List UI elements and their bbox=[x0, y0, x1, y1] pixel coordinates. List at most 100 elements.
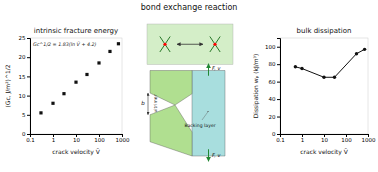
tick-label: 0 bbox=[272, 131, 276, 137]
tick-label: 10 bbox=[73, 137, 80, 143]
tick: 1 bbox=[52, 134, 56, 143]
tick-label: 10 bbox=[321, 137, 328, 143]
point bbox=[39, 111, 42, 114]
tick-mark bbox=[27, 96, 30, 97]
point bbox=[355, 52, 358, 55]
tick: 1 bbox=[301, 134, 305, 143]
arrow bbox=[148, 93, 149, 115]
tick-label: 100 bbox=[341, 137, 352, 143]
tick: 15 bbox=[19, 74, 31, 80]
data-area bbox=[39, 42, 120, 114]
tick-mark bbox=[277, 47, 280, 48]
tick-mark bbox=[277, 64, 280, 65]
reaction-box bbox=[147, 24, 233, 65]
tick: 20 bbox=[19, 54, 31, 60]
point bbox=[322, 76, 325, 79]
tick-mark bbox=[27, 57, 30, 58]
tick-label: 0.1 bbox=[276, 137, 285, 143]
tick-mark bbox=[27, 134, 30, 135]
tick: 0.1 bbox=[26, 134, 35, 143]
x-axis-title: crack velocity V̄ bbox=[52, 148, 100, 156]
tick-mark bbox=[27, 38, 30, 39]
y-axis: 0 5 10 15 20 25 bbox=[19, 35, 31, 137]
tick-label: 20 bbox=[19, 54, 26, 60]
schematic: bond exchange reactionF, vF, vbvitrimerB… bbox=[141, 3, 238, 161]
tick-label: 100 bbox=[265, 44, 276, 50]
tick-label: 15 bbox=[19, 74, 26, 80]
tick: 100 bbox=[94, 134, 105, 143]
tick: 0 bbox=[22, 131, 30, 137]
tick-mark bbox=[277, 82, 280, 83]
arrow bbox=[177, 44, 203, 45]
panel: 0.1 1 10 100 1000 0 20 40 60 80 100 bulk dissipatio… bbox=[252, 27, 376, 156]
molecule-center bbox=[213, 43, 216, 46]
point bbox=[62, 92, 65, 95]
data-area bbox=[294, 48, 367, 79]
plot-frame bbox=[30, 38, 122, 134]
tick: 100 bbox=[341, 134, 352, 143]
annotation: F, v bbox=[212, 65, 221, 71]
tick: 20 bbox=[269, 114, 281, 120]
point bbox=[108, 50, 111, 53]
tick-mark bbox=[277, 117, 280, 118]
axis-line bbox=[277, 39, 281, 135]
annotation: b bbox=[141, 100, 145, 106]
tick-label: 0 bbox=[22, 131, 26, 137]
tick-label: 40 bbox=[269, 96, 276, 102]
tick-mark bbox=[277, 134, 280, 135]
tick-label: 60 bbox=[269, 79, 276, 85]
tick: 0.1 bbox=[276, 134, 285, 143]
tick-mark bbox=[27, 76, 30, 77]
tick-label: 5 bbox=[22, 112, 26, 118]
point bbox=[51, 102, 54, 105]
tick-label: 100 bbox=[94, 137, 105, 143]
x-axis-title: crack velocity V̄ bbox=[300, 148, 348, 156]
tick: 60 bbox=[269, 79, 281, 85]
arrow bbox=[208, 64, 209, 76]
tick: 25 bbox=[19, 35, 31, 41]
tick-label: 20 bbox=[269, 114, 276, 120]
tick: 10 bbox=[73, 134, 80, 143]
tick-mark bbox=[27, 115, 30, 116]
tick: 10 bbox=[321, 134, 328, 143]
tick-label: 10 bbox=[19, 93, 26, 99]
y-axis: 0 20 40 60 80 100 bbox=[265, 39, 281, 138]
axis-line bbox=[27, 39, 31, 135]
tick-label: 0.1 bbox=[26, 137, 35, 143]
tick: 10 bbox=[19, 93, 31, 99]
tick-label: 1000 bbox=[362, 137, 376, 143]
backing-layer bbox=[192, 71, 225, 157]
tick: 40 bbox=[269, 96, 281, 102]
panel-title: bulk dissipation bbox=[297, 27, 352, 35]
arrow bbox=[202, 111, 209, 120]
series-line bbox=[295, 49, 364, 77]
point bbox=[74, 81, 77, 84]
tick-label: 1 bbox=[52, 137, 56, 143]
y-axis-title: Dissipation wₚ (kJ/m³) bbox=[252, 54, 260, 119]
tick: 80 bbox=[269, 61, 281, 67]
point bbox=[97, 61, 100, 64]
arrow bbox=[208, 149, 209, 161]
molecule-center bbox=[163, 43, 166, 46]
point bbox=[363, 48, 366, 51]
x-axis: 0.1 1 10 100 1000 bbox=[26, 134, 130, 143]
tick: 5 bbox=[22, 112, 30, 118]
point bbox=[117, 42, 120, 45]
annotation: Gc^1/2 = 1.83(ln V̄ + 4.2) bbox=[33, 41, 97, 47]
point bbox=[294, 65, 297, 68]
panel: 0.1 1 10 100 1000 0 5 10 15 20 25 intrinsic fractur… bbox=[4, 27, 130, 156]
y-axis-title: (Gc, J/m²)^1/2 bbox=[4, 64, 12, 107]
plot-frame bbox=[280, 38, 368, 134]
point bbox=[333, 76, 336, 79]
panel-title: intrinsic fracture energy bbox=[34, 27, 118, 35]
annotation: Backing layer bbox=[184, 123, 215, 128]
tick: 100 bbox=[265, 44, 280, 50]
point bbox=[85, 73, 88, 76]
tick-label: 80 bbox=[269, 61, 276, 67]
tick-label: 25 bbox=[19, 35, 26, 41]
tick: 0 bbox=[272, 131, 280, 137]
tick-label: 1000 bbox=[116, 137, 130, 143]
annotation: vitrimer bbox=[153, 94, 158, 112]
tick-mark bbox=[277, 99, 280, 100]
annotation: F, v bbox=[212, 152, 221, 158]
